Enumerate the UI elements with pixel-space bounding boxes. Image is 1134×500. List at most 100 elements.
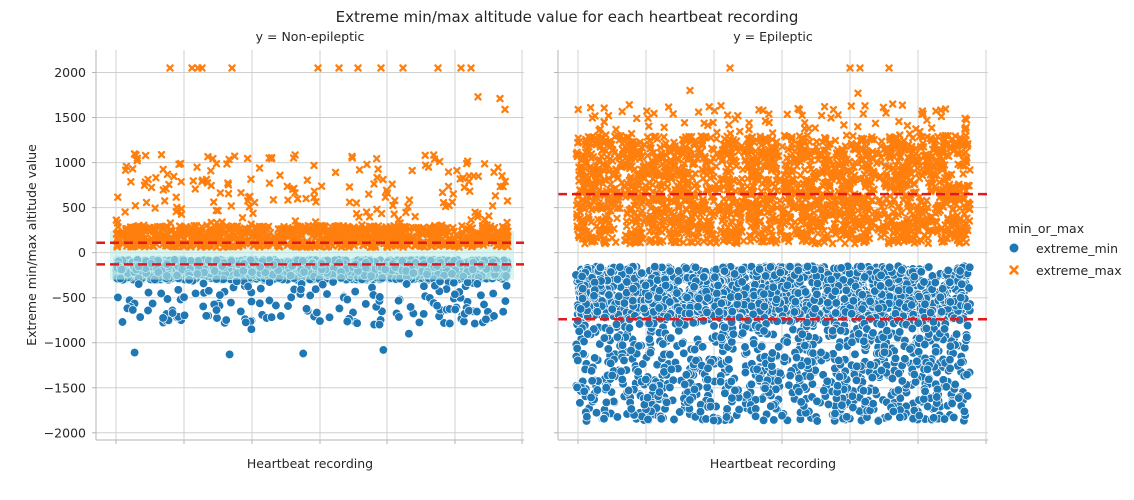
data-point-max xyxy=(212,159,221,168)
data-point-max xyxy=(377,209,386,218)
data-point-max xyxy=(457,64,465,72)
data-point-min xyxy=(283,301,293,311)
data-point-max xyxy=(166,64,174,72)
data-point-max xyxy=(458,222,466,230)
data-point-min xyxy=(622,277,632,287)
data-point-min xyxy=(759,289,769,299)
data-point-min xyxy=(920,299,930,309)
data-point-max xyxy=(209,198,218,206)
data-point-min xyxy=(699,272,709,282)
data-point-min xyxy=(201,311,211,321)
data-point-max xyxy=(144,175,152,184)
data-point-min xyxy=(733,291,743,302)
data-point-min xyxy=(224,349,235,360)
data-point-min xyxy=(945,277,955,287)
data-point-min xyxy=(654,303,664,313)
data-point-min xyxy=(769,415,779,425)
data-point-max xyxy=(237,189,245,197)
data-point-max xyxy=(311,218,320,226)
data-point-min xyxy=(286,292,296,302)
y-axis-label: Extreme min/max altitude value xyxy=(24,144,39,346)
data-point-min xyxy=(841,285,851,295)
data-point-max xyxy=(345,183,354,191)
data-point-min xyxy=(501,281,512,291)
data-point-max xyxy=(160,197,169,205)
data-point-min xyxy=(604,290,614,300)
data-point-min xyxy=(749,338,759,349)
data-point-max xyxy=(228,64,236,72)
data-point-min xyxy=(117,317,128,327)
data-point-min xyxy=(914,291,924,302)
data-point-min xyxy=(672,288,682,298)
data-point-min xyxy=(640,280,651,291)
data-point-min xyxy=(211,305,222,315)
data-point-min xyxy=(956,293,966,303)
data-point-min xyxy=(143,287,154,298)
data-point-min xyxy=(324,312,335,322)
data-point-min xyxy=(129,347,140,358)
data-point-max xyxy=(444,168,453,176)
data-point-min xyxy=(246,296,257,307)
data-point-min xyxy=(393,296,404,306)
data-point-max xyxy=(438,188,447,197)
data-point-max xyxy=(310,187,319,196)
data-point-min xyxy=(929,413,939,423)
data-point-min xyxy=(930,277,940,288)
data-point-min xyxy=(785,370,795,381)
data-point-min xyxy=(856,261,866,272)
data-point-max xyxy=(354,64,362,72)
data-point-min xyxy=(577,271,587,282)
data-point-min xyxy=(693,302,703,312)
data-point-min xyxy=(592,307,602,317)
data-point-min xyxy=(957,279,967,289)
y-tick-label: −500 xyxy=(52,290,86,305)
data-point-min xyxy=(907,300,917,310)
data-point-max xyxy=(250,198,259,207)
data-point-min xyxy=(831,308,841,318)
data-point-min xyxy=(894,285,904,296)
data-point-min xyxy=(702,382,712,392)
data-point-max xyxy=(399,64,407,72)
data-point-max xyxy=(127,178,135,186)
data-point-max xyxy=(170,172,178,181)
data-point-min xyxy=(334,303,345,314)
data-point-min xyxy=(617,374,627,385)
data-point-min xyxy=(167,308,178,318)
data-point-max xyxy=(355,166,364,174)
data-point-min xyxy=(859,336,869,346)
data-point-min xyxy=(710,272,720,282)
data-point-max xyxy=(147,183,156,192)
data-point-min xyxy=(637,268,647,278)
data-point-min xyxy=(500,296,511,306)
data-point-min xyxy=(342,294,352,305)
data-point-max xyxy=(310,161,318,170)
data-point-min xyxy=(179,310,190,320)
data-point-min xyxy=(375,292,385,302)
data-point-min xyxy=(190,288,201,299)
data-point-min xyxy=(212,313,222,323)
y-tick-label: 1500 xyxy=(54,110,86,125)
data-point-min xyxy=(578,284,588,294)
data-point-min xyxy=(221,315,231,325)
data-point-max xyxy=(503,197,512,205)
data-point-min xyxy=(374,319,385,330)
data-point-max xyxy=(370,180,378,188)
data-point-max xyxy=(467,216,475,224)
data-point-min xyxy=(162,294,173,304)
data-point-max xyxy=(405,196,414,204)
data-point-max xyxy=(408,166,416,175)
data-point-min xyxy=(643,291,654,301)
data-point-max xyxy=(501,105,509,114)
data-point-min xyxy=(904,285,915,295)
data-point-min xyxy=(689,282,699,292)
data-point-min xyxy=(414,317,425,328)
data-point-min xyxy=(860,272,870,282)
data-point-min xyxy=(342,316,352,327)
data-point-min xyxy=(876,270,886,280)
data-point-max xyxy=(335,64,343,72)
data-point-max xyxy=(467,64,475,72)
data-point-min xyxy=(914,410,924,421)
data-point-max xyxy=(276,171,284,180)
data-point-min xyxy=(775,267,785,278)
